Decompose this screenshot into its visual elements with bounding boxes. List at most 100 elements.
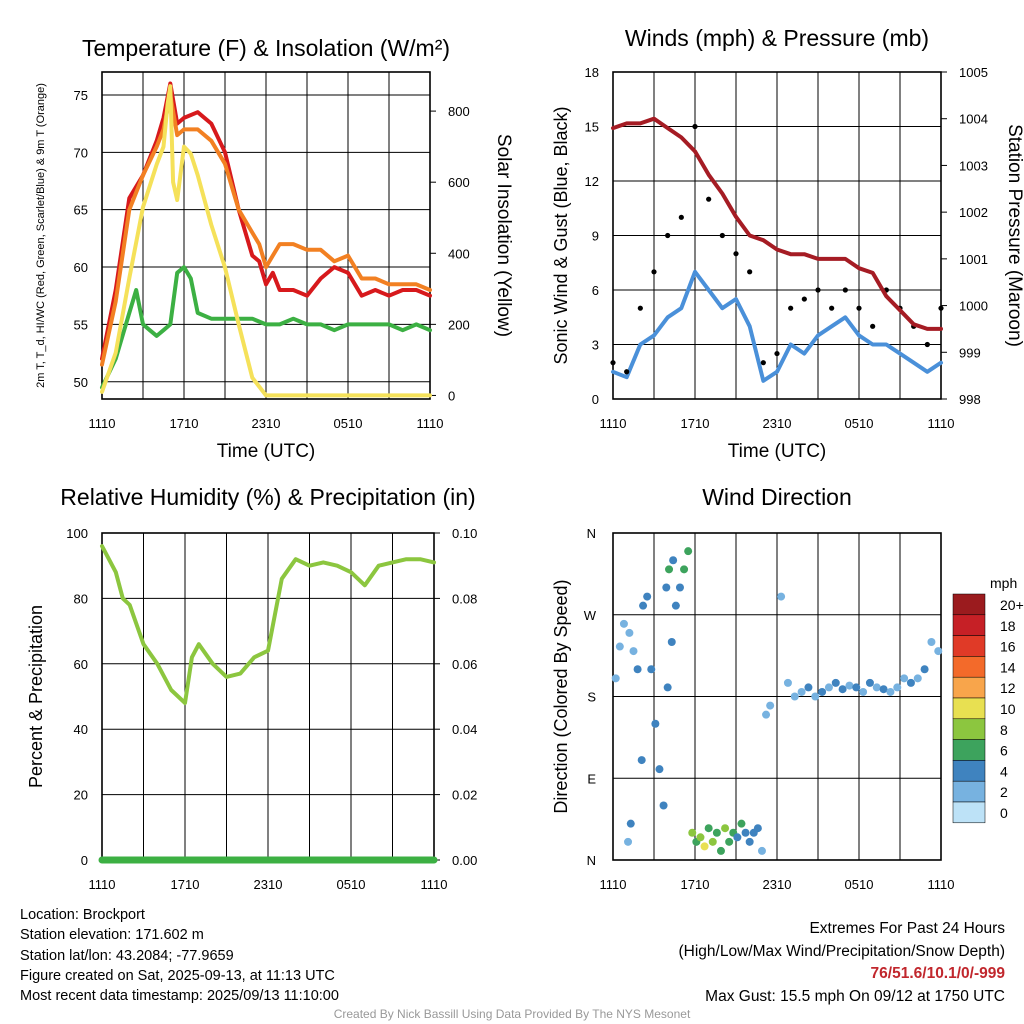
colorbar-label: 8 <box>1000 722 1008 738</box>
temperature-panel: Temperature (F) & Insolation (W/m²) 1110 1… <box>35 35 514 462</box>
y-tick-label: 100 <box>66 526 88 541</box>
x-tick-label: 0510 <box>337 877 366 892</box>
series-line <box>100 92 432 367</box>
direction-point <box>626 819 635 828</box>
colorbar-label: 20+ <box>1000 597 1024 613</box>
direction-point <box>818 687 827 696</box>
direction-point <box>845 681 854 690</box>
extremes-subtitle: (High/Low/Max Wind/Precipitation/Snow De… <box>678 942 1006 960</box>
direction-point <box>639 601 648 610</box>
max-gust-text: Max Gust: 15.5 mph On 09/12 at 1750 UTC <box>705 987 1005 1005</box>
y-tick-label: N <box>587 526 596 541</box>
location-text: Location: Brockport <box>20 907 145 923</box>
direction-point <box>696 833 705 842</box>
y2-tick-label: 1000 <box>959 299 988 314</box>
station-info: Location: Brockport Station elevation: 1… <box>20 905 339 1006</box>
data-point <box>938 305 944 311</box>
direction-point <box>655 765 664 774</box>
data-point <box>747 269 753 275</box>
y-tick-label: 9 <box>592 229 599 244</box>
direction-point <box>716 846 725 855</box>
y2-tick-label: 998 <box>959 392 981 407</box>
y2-tick-label: 999 <box>959 345 981 360</box>
series-line <box>100 84 432 398</box>
y-tick-label: 65 <box>74 203 88 218</box>
plot-frame <box>101 71 431 400</box>
direction-point <box>651 719 660 728</box>
y2-tick-label: 0.02 <box>452 788 477 803</box>
direction-point <box>665 565 674 574</box>
y-tick-label: 40 <box>74 722 88 737</box>
x-tick-label: 0510 <box>334 416 363 431</box>
extremes-title: Extremes For Past 24 Hours <box>809 920 1005 937</box>
y2-axis-label: Solar Insolation (Yellow) <box>493 134 514 337</box>
direction-point <box>669 556 678 565</box>
direction-point <box>766 701 775 710</box>
x-tick-label: 1110 <box>928 877 955 892</box>
colorbar-swatch <box>952 635 986 657</box>
direction-point <box>721 824 730 833</box>
direction-point <box>838 685 847 694</box>
y-tick-label: 3 <box>592 338 599 353</box>
colorbar-label: 14 <box>1000 659 1016 675</box>
colorbar-label: 4 <box>1000 763 1008 779</box>
direction-point <box>797 687 806 696</box>
direction-point <box>811 692 820 701</box>
direction-point <box>712 828 721 837</box>
data-point <box>665 232 671 239</box>
x-tick-label: 2310 <box>252 416 281 431</box>
data-point <box>829 305 835 311</box>
colorbar-label: 12 <box>1000 680 1016 696</box>
direction-point <box>804 683 813 692</box>
data-point <box>733 251 739 257</box>
y2-tick-label: 200 <box>448 317 470 332</box>
extremes-info: Extremes For Past 24 Hours (High/Low/Max… <box>679 918 1006 1008</box>
colorbar-label: 10 <box>1000 701 1016 717</box>
x-tick-label: 1110 <box>600 416 627 431</box>
panel-title: Relative Humidity (%) & Precipitation (i… <box>60 484 475 510</box>
direction-point <box>624 837 633 846</box>
y-tick-label: 80 <box>74 591 88 606</box>
colorbar-swatch <box>952 801 986 824</box>
x-tick-label: 1110 <box>417 416 444 431</box>
wind-direction-panel: Wind Direction 1110 1710 2310 0510 1110 N E S W N D… <box>551 484 955 892</box>
y-tick-label: 55 <box>74 317 88 332</box>
x-tick-label: 1110 <box>89 416 116 431</box>
direction-point <box>859 687 868 696</box>
colorbar-label: 16 <box>1000 639 1016 655</box>
data-point <box>856 305 862 311</box>
y-tick-label: 12 <box>585 174 599 189</box>
data-point <box>788 305 794 311</box>
colorbar-title: mph <box>990 575 1017 591</box>
colorbar-label: 0 <box>1000 805 1008 821</box>
direction-point <box>611 674 620 683</box>
colorbar-swatch <box>952 760 986 782</box>
colorbar-swatch <box>952 780 986 803</box>
colorbar-swatch <box>952 593 986 616</box>
y-tick-label: 18 <box>585 65 599 80</box>
y2-tick-label: 800 <box>448 104 470 119</box>
direction-point <box>733 833 742 842</box>
x-tick-label: 2310 <box>763 877 792 892</box>
direction-point <box>637 756 646 765</box>
direction-point <box>852 683 861 692</box>
colorbar-swatch <box>952 676 986 699</box>
direction-point <box>757 846 766 855</box>
y-axis-label: 2m T, T_d, HI/WC (Red, Green, Scarlet/Bl… <box>35 83 47 388</box>
speed-colorbar: mph 20+ 18 16 14 12 10 8 6 4 2 0 <box>952 575 1024 824</box>
data-point <box>651 269 657 275</box>
y2-tick-label: 600 <box>448 175 470 190</box>
y-tick-label: 15 <box>585 120 599 135</box>
data-point <box>760 360 766 366</box>
data-point <box>801 296 807 302</box>
x-tick-label: 1710 <box>681 877 710 892</box>
colorbar-label: 2 <box>1000 784 1008 800</box>
y2-tick-label: 0.08 <box>452 591 477 606</box>
direction-point <box>629 647 638 656</box>
direction-point <box>667 638 676 646</box>
direction-point <box>619 619 628 628</box>
y-tick-label: 6 <box>592 283 599 298</box>
direction-point <box>886 687 895 696</box>
x-axis-label: Time (UTC) <box>728 441 827 462</box>
colorbar-swatch <box>952 718 986 740</box>
